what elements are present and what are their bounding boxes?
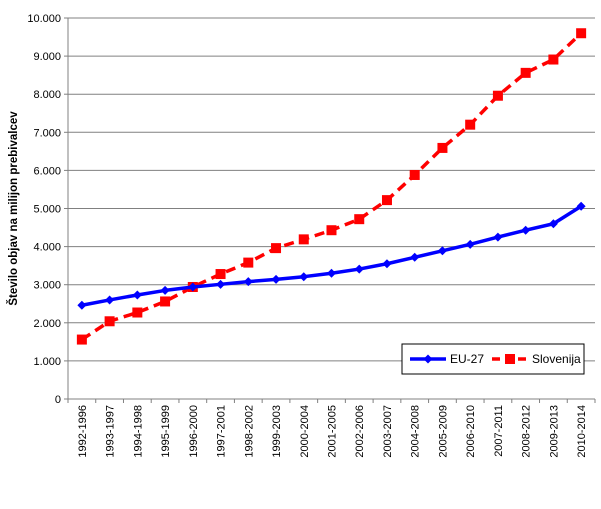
- x-tick-label: 2010-2014: [576, 405, 588, 458]
- data-point: [521, 225, 531, 235]
- legend: EU-27 Slovenija: [401, 343, 585, 375]
- x-tick-label: 1999-2003: [271, 405, 283, 458]
- data-point: [326, 225, 337, 236]
- y-tick-label: 10.000: [27, 13, 61, 25]
- x-axis-tick-labels: 1992-1996 1993-1997 1994-1998 1995-1999 1996…: [77, 405, 588, 458]
- legend-label: Slovenija: [532, 352, 581, 366]
- legend-items: EU-27 Slovenija: [410, 352, 581, 366]
- x-tick-label: 1992-1996: [77, 405, 89, 458]
- legend-marker: [423, 354, 433, 364]
- x-tick-label: 1994-1998: [132, 405, 144, 458]
- y-axis-tick-labels: 0 1.000 2.000 3.000 4.000 5.000 6.000 7.000 8.00…: [27, 13, 61, 406]
- data-point: [465, 119, 476, 130]
- data-point: [77, 300, 87, 310]
- y-tick-label: 6.000: [33, 165, 61, 177]
- series-eu-27: [77, 201, 586, 310]
- data-point: [520, 67, 531, 78]
- data-point: [188, 282, 198, 292]
- data-point: [105, 295, 115, 305]
- data-point: [548, 54, 559, 65]
- data-point: [132, 307, 143, 318]
- data-point: [299, 272, 309, 282]
- data-point: [493, 232, 503, 242]
- data-point: [160, 285, 170, 295]
- legend-item: Slovenija: [492, 352, 581, 366]
- data-point: [327, 268, 336, 278]
- y-tick-label: 4.000: [33, 242, 61, 254]
- x-tick-label: 2009-2013: [548, 405, 560, 458]
- series-line: [81, 204, 583, 307]
- y-tick-label: 1.000: [33, 356, 61, 368]
- axes: [64, 17, 596, 403]
- x-tick-label: 2002-2006: [354, 405, 366, 458]
- series-line: [80, 31, 583, 342]
- data-point: [354, 264, 364, 274]
- x-tick-label: 1996-2000: [188, 405, 200, 458]
- series-slovenija: [76, 28, 587, 345]
- y-tick-label: 3.000: [33, 280, 61, 292]
- x-tick-label: 1995-1999: [160, 405, 172, 458]
- y-tick-label: 8.000: [33, 89, 61, 101]
- data-point: [548, 219, 558, 229]
- y-tick-label: 2.000: [33, 318, 61, 330]
- y-tick-label: 7.000: [33, 127, 61, 139]
- x-tick-label: 2007-2011: [493, 405, 505, 457]
- data-point: [160, 296, 171, 307]
- data-point: [104, 316, 115, 327]
- y-axis-title: Število objav na milijon prebivalcev: [7, 111, 20, 306]
- data-point: [76, 334, 87, 345]
- data-point: [382, 259, 392, 269]
- x-tick-label: 2008-2012: [521, 405, 533, 458]
- y-tick-label: 9.000: [33, 51, 61, 63]
- y-tick-label: 5.000: [33, 204, 61, 216]
- x-tick-label: 2006-2010: [465, 405, 477, 458]
- x-tick-label: 2003-2007: [382, 405, 394, 458]
- data-point: [492, 90, 503, 101]
- legend-label: EU-27: [450, 352, 484, 366]
- series: [76, 28, 587, 345]
- x-tick-label: 2000-2004: [299, 405, 311, 458]
- data-point: [410, 252, 420, 262]
- x-tick-label: 2005-2009: [437, 405, 449, 458]
- legend-marker: [505, 354, 515, 364]
- data-point: [437, 142, 448, 153]
- data-point: [243, 277, 253, 287]
- data-point: [437, 246, 447, 256]
- x-tick-label: 1998-2002: [243, 405, 255, 458]
- legend-item: EU-27: [410, 352, 484, 366]
- grid-lines: [68, 17, 595, 362]
- data-point: [216, 279, 226, 289]
- data-point: [354, 214, 365, 225]
- x-tick-label: 1993-1997: [105, 405, 117, 458]
- data-point: [243, 257, 254, 268]
- x-tick-label: 2001-2005: [327, 405, 339, 458]
- x-tick-label: 1997-2001: [216, 405, 228, 458]
- data-point: [465, 239, 475, 249]
- x-tick-label: 2004-2008: [410, 405, 422, 458]
- data-point: [215, 269, 226, 280]
- data-point: [298, 234, 309, 245]
- data-point: [271, 243, 282, 254]
- data-point: [576, 28, 587, 39]
- data-point: [271, 274, 281, 284]
- data-point: [132, 290, 142, 300]
- data-point: [381, 195, 392, 206]
- data-point: [576, 201, 586, 211]
- y-tick-label: 0: [55, 394, 61, 406]
- data-point: [409, 169, 420, 180]
